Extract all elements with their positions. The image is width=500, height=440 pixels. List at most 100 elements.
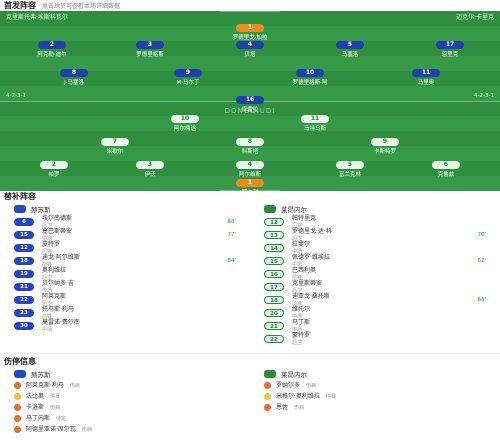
player-away[interactable]: 6 克鲁兹 (424, 161, 468, 178)
player-home[interactable]: 11 马里奥 (404, 69, 448, 86)
player-name: 佩德罗·维埃拉 (292, 253, 330, 261)
injury-icon (14, 404, 21, 411)
sub-player-row[interactable]: 17 克里斯蒂安 后卫 (250, 280, 500, 294)
player-away[interactable]: 9 卡斯特罗 (363, 138, 407, 155)
jersey-number: 18 (14, 256, 34, 265)
player-name: 科斯塔 (241, 149, 259, 155)
injury-away-header: 莱昂内尔 (250, 368, 500, 380)
home-team-name: 克里斯托弗·埃斯科瓦尔 (6, 13, 68, 21)
player-away[interactable]: 3 伊沃 (128, 161, 172, 178)
player-away[interactable]: 10 阿尔梅达 (163, 115, 207, 132)
player-home[interactable]: 10 罗德里格斯·阿 (288, 69, 332, 86)
player-name: J·马塞洛 (64, 80, 84, 86)
sub-player-row[interactable]: 30 莫雷诺·费尔南 中场 (0, 318, 250, 333)
player-away[interactable]: 4 阿尔维斯 (228, 161, 272, 178)
sub-player-row[interactable]: 18 迪戈·阿尔维斯 前锋 84' (0, 254, 250, 268)
player-away[interactable]: 11 马特乌斯 (293, 115, 337, 132)
jersey-number: 19 (14, 269, 34, 278)
sub-player-row[interactable]: 19 奥利维拉 后卫 (0, 266, 250, 281)
player-home[interactable]: 16 库雷拉 (228, 96, 272, 113)
player-name: 贝尔纳多·吉 (42, 279, 74, 287)
injury-row[interactable]: 卡洛斯 伤病 (0, 402, 250, 413)
player-name: 阿克勒·迪尔 (37, 52, 67, 58)
player-home[interactable]: 4 贝塔 (228, 41, 272, 58)
injury-row[interactable]: 阿德里亚诺·席尔瓦 伤病 (0, 424, 250, 435)
injury-status: 停赛 (50, 394, 61, 400)
player-name: 阿尔维斯 (238, 172, 261, 178)
subs-home-header: 赫苏斯 (0, 203, 250, 215)
sub-player-row[interactable]: 13 罗德里戈·达·科 后卫 70' (250, 227, 500, 242)
pitch-header: 克里斯托弗·埃斯科瓦尔 迈克尔·卡里克 (0, 11, 500, 21)
player-name: 奥利维拉 (42, 266, 67, 274)
player-name: 阿莱克斯 (42, 292, 67, 300)
sub-player-row[interactable]: 18 迪亚戈·桑托斯 前锋 88' (250, 293, 500, 307)
player-name: 莫雷诺·费尔南 (42, 318, 80, 326)
sub-player-row[interactable]: 22 阿莱克斯 后卫 (0, 292, 250, 307)
player-position: 前锋 (42, 313, 53, 320)
jersey-number: 15 (264, 256, 284, 265)
player-home[interactable]: 5 马塞洛 (328, 41, 372, 58)
sub-player-row[interactable]: 21 贝尔纳多·吉 中场 (0, 279, 250, 294)
jersey-number: 23 (14, 308, 34, 317)
sub-player-row[interactable]: 15 佩德罗·维埃拉 中场 62' (250, 253, 500, 268)
player-position: 后卫 (42, 222, 53, 229)
lineup-section-title: 首发阵容 点击球员可查看本场详细数据 (0, 0, 500, 11)
player-home[interactable]: 1 罗德里戈·加拉 (228, 24, 272, 41)
player-name: 罗德里戈·达·科 (292, 227, 332, 235)
player-home[interactable]: 9 M·马尔丁 (166, 69, 210, 86)
injury-row[interactable]: 法比奥 停赛 (0, 391, 250, 402)
sub-player-row[interactable]: 14 拉斐尔 中场 (250, 241, 500, 255)
injury-status: 待定 (56, 416, 67, 422)
jersey-number: 14 (264, 243, 284, 252)
player-position: 门将 (42, 248, 53, 255)
player-away[interactable]: 2 帕罗 (32, 161, 76, 178)
player-away[interactable]: 8 科斯塔 (228, 138, 272, 155)
player-away[interactable]: 1斯卡利 (228, 179, 272, 191)
sub-player-row[interactable]: 22 蒙特罗 后卫 (250, 332, 500, 346)
subs-list: 赫苏斯 6 埃尔南德斯 后卫 68' 15 塞巴斯蒂安 中场 77' 12 皮特罗 门将 18 迪戈·阿… (0, 203, 500, 355)
player-name: 库雷拉 (241, 107, 259, 113)
injury-status: 伤病 (50, 405, 61, 411)
player-name: 卡斯特罗 (373, 149, 396, 155)
sub-player-row[interactable]: 21 马丁斯 中场 (250, 319, 500, 333)
sub-player-row[interactable]: 6 埃尔南德斯 后卫 68' (0, 215, 250, 229)
player-home[interactable]: 8 J·马塞洛 (52, 69, 96, 86)
player-position: 中场 (42, 235, 53, 242)
injury-home-column: 赫苏斯 阿莱克斯·利马 伤病 法比奥 停赛 卡洛斯 伤病 马丁内斯 待定 阿德里亚诺·席尔瓦 伤病 (0, 368, 250, 435)
player-position: 后卫 (42, 300, 53, 307)
injury-icon (14, 382, 21, 389)
subs-away-header: 莱昂内尔 (250, 203, 500, 215)
player-position: 门将 (292, 222, 303, 229)
away-team-badge-icon (264, 205, 276, 213)
card-icon (264, 393, 271, 400)
jersey-number: 16 (236, 96, 264, 104)
jersey-number: 12 (14, 243, 34, 252)
sub-player-row[interactable]: 12 帕特里克 门将 (250, 215, 500, 229)
sub-minute: 88' (477, 296, 486, 303)
injury-row[interactable]: 恩佐 伤病 (250, 402, 500, 413)
jersey-number: 15 (14, 230, 34, 239)
player-home[interactable]: 2 阿克勒·迪尔 (30, 41, 74, 58)
sub-player-row[interactable]: 15 塞巴斯蒂安 中场 77' (0, 228, 250, 242)
sub-player-row[interactable]: 23 托马斯·利马 前锋 (0, 306, 250, 320)
injury-icon (14, 426, 21, 433)
player-position: 中场 (42, 287, 53, 294)
away-team-name: 迈克尔·卡里克 (456, 13, 494, 21)
player-away[interactable]: 5 富兰克林 (328, 161, 372, 178)
sub-player-row[interactable]: 12 皮特罗 门将 (0, 241, 250, 255)
jersey-number: 1 (236, 24, 264, 32)
injury-row[interactable]: 马丁内斯 待定 (0, 413, 250, 424)
player-away[interactable]: 7 米歇尔 (93, 138, 137, 155)
injury-row[interactable]: 米格尔·奥利维拉 停赛 (250, 391, 500, 402)
player-position: 中场 (292, 313, 303, 320)
jersey-number: 8 (236, 138, 264, 146)
sub-player-row[interactable]: 16 巴西利奥 前锋 (250, 267, 500, 281)
injury-row[interactable]: 阿莱克斯·利马 伤病 (0, 380, 250, 391)
center-watermark: DONGQIUDI (224, 107, 276, 115)
player-position: 中场 (292, 248, 303, 255)
player-home[interactable]: 17 恩里克 (428, 41, 472, 58)
injury-row[interactable]: 罗纳尔多 伤病 (250, 380, 500, 391)
player-home[interactable]: 3 罗德里格斯 (128, 41, 172, 58)
player-position: 后卫 (292, 339, 303, 346)
sub-player-row[interactable]: 20 维托尔 中场 (250, 306, 500, 320)
